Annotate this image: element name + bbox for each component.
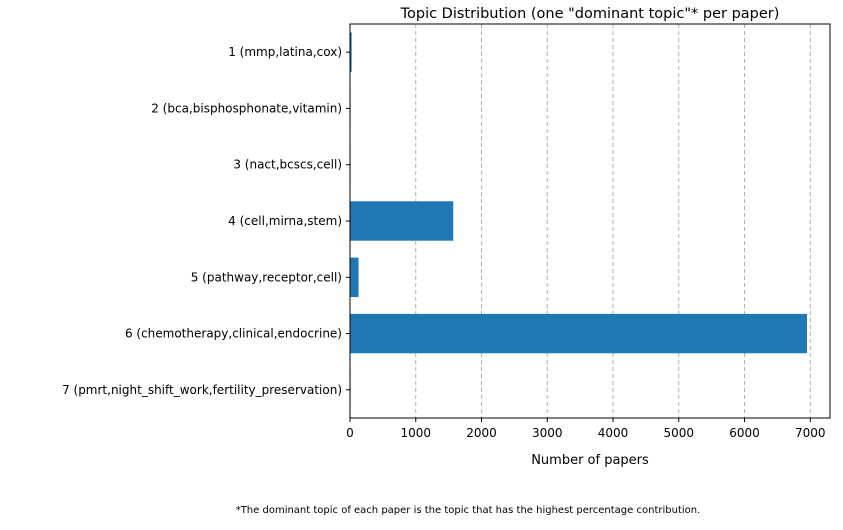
y-tick-label: 2 (bca,bisphosphonate,vitamin) — [151, 101, 342, 115]
y-tick-label: 1 (mmp,latina,cox) — [228, 45, 342, 59]
x-tick-label: 4000 — [598, 426, 629, 440]
x-tick-label: 1000 — [400, 426, 431, 440]
x-axis-label: Number of papers — [531, 453, 649, 468]
bar — [350, 32, 352, 72]
y-tick-label: 3 (nact,bcscs,cell) — [233, 158, 342, 172]
chart-title: Topic Distribution (one "dominant topic"… — [400, 6, 780, 22]
x-tick-label: 6000 — [729, 426, 760, 440]
x-ticks: 0 1000 2000 3000 4000 5000 6000 7000 — [346, 418, 826, 440]
y-tick-label: 7 (pmrt,night_shift_work,fertility_prese… — [62, 383, 342, 397]
x-tick-label: 3000 — [532, 426, 563, 440]
footnote: *The dominant topic of each paper is the… — [236, 505, 701, 516]
y-tick-label: 5 (pathway,receptor,cell) — [191, 270, 342, 284]
y-ticks: 1 (mmp,latina,cox) 2 (bca,bisphosphonate,… — [62, 45, 350, 397]
x-tick-label: 7000 — [795, 426, 826, 440]
bars — [350, 32, 807, 410]
grid-lines — [415, 24, 811, 418]
y-tick-label: 6 (chemotherapy,clinical,endocrine) — [125, 327, 342, 341]
x-tick-label: 5000 — [663, 426, 694, 440]
x-tick-label: 0 — [346, 426, 354, 440]
y-tick-label: 4 (cell,mirna,stem) — [228, 214, 342, 228]
bar — [350, 313, 807, 354]
x-tick-label: 2000 — [466, 426, 497, 440]
bar — [350, 257, 359, 297]
bar — [350, 201, 454, 241]
